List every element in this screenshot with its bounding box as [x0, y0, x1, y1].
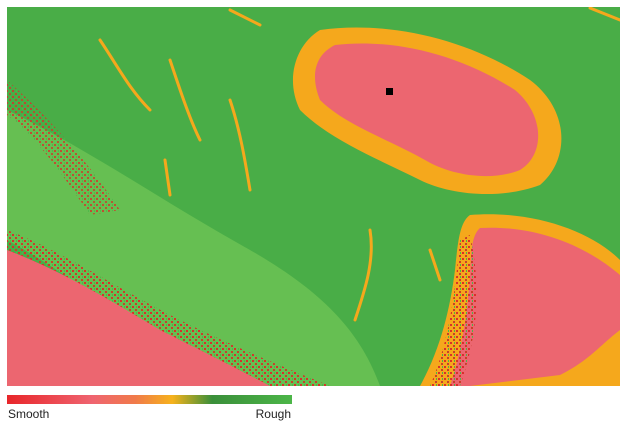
location-marker — [386, 88, 393, 95]
legend-max-label: Rough — [256, 407, 291, 421]
legend-min-label: Smooth — [8, 407, 49, 421]
map — [7, 7, 620, 386]
legend-gradient-bar — [7, 395, 292, 404]
roughness-map-view: Smooth Rough — [0, 0, 627, 422]
